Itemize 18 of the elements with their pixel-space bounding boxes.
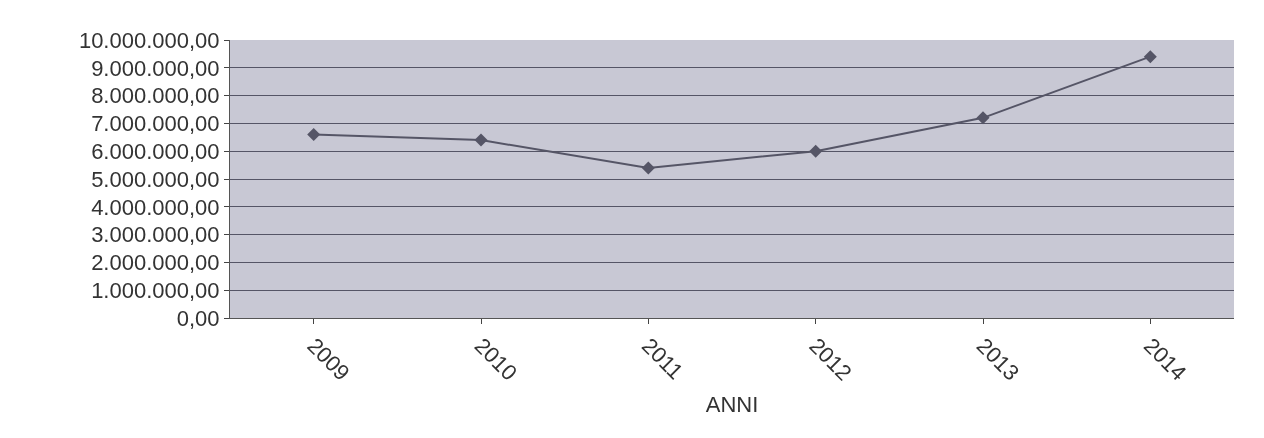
y-tick-label: 4.000.000,00 [91, 194, 220, 220]
point [976, 111, 990, 125]
y-tick-label: 1.000.000,00 [91, 277, 220, 303]
point [474, 133, 488, 147]
point [1143, 50, 1157, 64]
point [307, 128, 321, 142]
point [641, 161, 655, 175]
y-tick-label: 7.000.000,00 [91, 111, 220, 137]
y-tick-label: 3.000.000,00 [91, 222, 220, 248]
x-axis-title: ANNI [705, 392, 759, 418]
y-tick-label: 5.000.000,00 [91, 166, 220, 192]
point [809, 144, 823, 158]
y-tick-label: 10.000.000,00 [78, 27, 220, 53]
y-tick-label: 2.000.000,00 [91, 250, 220, 276]
y-tick-label: 9.000.000,00 [91, 55, 220, 81]
y-tick-label: 6.000.000,00 [91, 138, 220, 164]
y-tick-label: 8.000.000,00 [91, 83, 220, 109]
y-tick-label: 0,00 [176, 305, 220, 331]
